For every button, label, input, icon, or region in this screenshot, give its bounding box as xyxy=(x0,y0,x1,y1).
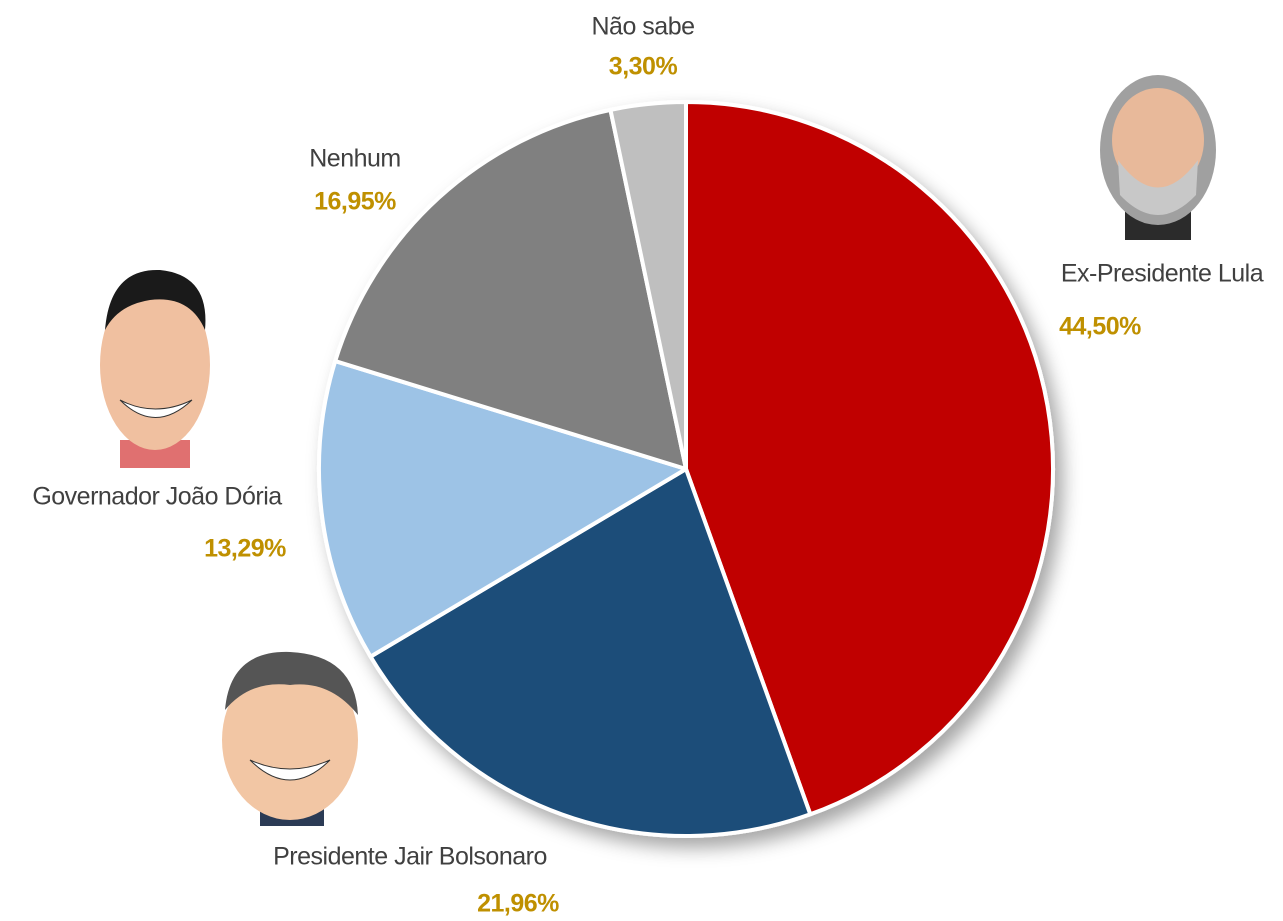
pie xyxy=(317,100,1055,838)
pie-slice xyxy=(333,107,688,471)
category-label: Governador João Dória xyxy=(32,483,282,511)
pie-slice xyxy=(368,467,813,838)
portrait-lula xyxy=(1100,75,1216,240)
category-label: Presidente Jair Bolsonaro xyxy=(273,843,547,871)
portrait-doria xyxy=(100,269,210,468)
category-label: Não sabe xyxy=(591,13,694,41)
value-label: 21,96% xyxy=(477,890,559,918)
portrait-bolsonaro xyxy=(222,651,358,826)
value-label: 44,50% xyxy=(1059,313,1141,341)
pie-slice xyxy=(684,100,1055,817)
value-label: 13,29% xyxy=(204,535,286,563)
pie-slice xyxy=(608,100,688,471)
category-label: Nenhum xyxy=(309,145,401,173)
value-label: 3,30% xyxy=(609,53,678,81)
value-label: 16,95% xyxy=(314,188,396,216)
category-label: Ex-Presidente Lula xyxy=(1061,260,1264,288)
pie-slice xyxy=(317,359,688,659)
